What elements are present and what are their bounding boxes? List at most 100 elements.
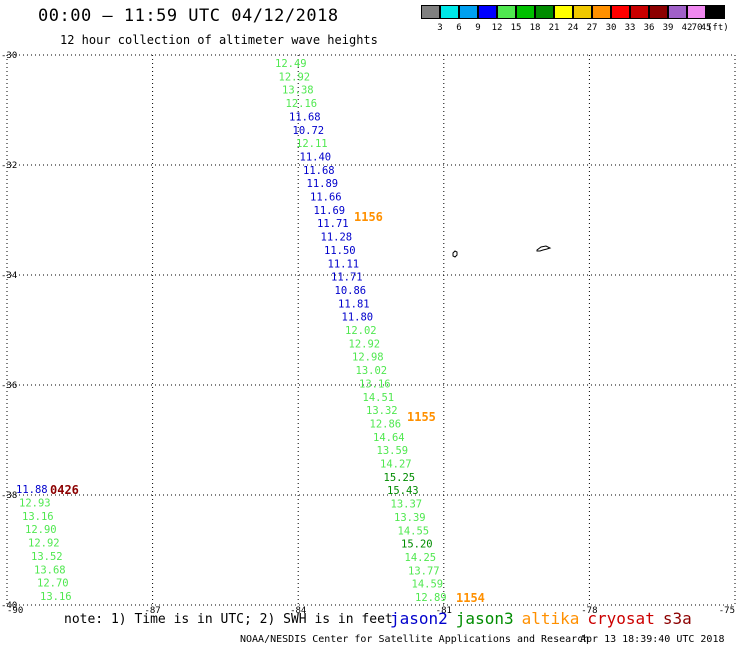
wave-height-value: 14.59: [412, 579, 444, 591]
altimeter-track-main: 12.4912.9213.3812.1611.6810.7212.1111.40…: [275, 58, 447, 604]
wave-height-value: 15.20: [401, 539, 433, 551]
wave-height-value: 12.92: [279, 71, 311, 83]
wave-height-value: 13.16: [22, 511, 54, 523]
wave-height-value: 14.25: [405, 552, 437, 564]
latitude-label: -40: [1, 601, 17, 611]
wave-height-value: 11.88: [16, 484, 48, 496]
wave-height-value: 12.02: [345, 325, 377, 337]
color-scale-label: 18: [529, 23, 541, 33]
wave-height-value: 12.86: [370, 418, 402, 430]
color-swatch: [421, 5, 440, 19]
wave-height-value: 11.71: [317, 218, 349, 230]
color-scale-label: 27: [586, 23, 598, 33]
wave-height-value: 12.89: [415, 592, 447, 604]
color-swatch: [687, 5, 706, 19]
wave-height-value: 11.40: [300, 151, 332, 163]
wave-height-value: 12.70: [37, 578, 69, 590]
color-swatch: [611, 5, 630, 19]
color-scale-label: 21: [548, 23, 560, 33]
color-scale-label: 30: [605, 23, 617, 33]
pass-time-label: 1154: [456, 591, 485, 605]
wave-height-value: 13.38: [282, 85, 314, 97]
color-swatch: [478, 5, 497, 19]
wave-height-value: 11.81: [338, 298, 370, 310]
color-scale-label: 3: [437, 23, 443, 33]
legend-item-altika: altika: [521, 609, 580, 628]
color-swatch: [535, 5, 554, 19]
island-outline-large: [536, 245, 552, 252]
wave-height-value: 14.55: [398, 525, 430, 537]
wave-height-value: 12.11: [296, 138, 328, 150]
wave-height-value: 12.90: [25, 524, 57, 536]
color-scale-label: 39: [662, 23, 674, 33]
wave-height-value: 11.68: [303, 165, 335, 177]
wave-height-value: 14.64: [373, 432, 405, 444]
wave-height-value: 12.16: [286, 98, 318, 110]
latitude-label: -38: [1, 491, 17, 501]
latitude-label: -34: [1, 271, 17, 281]
wave-height-value: 15.25: [384, 472, 416, 484]
wave-height-value: 12.92: [349, 338, 381, 350]
color-swatch: [516, 5, 535, 19]
wave-height-value: 13.59: [377, 445, 409, 457]
color-scale-label: 42: [681, 23, 693, 33]
color-swatch: [440, 5, 459, 19]
wave-height-value: 11.69: [314, 205, 346, 217]
wave-height-value: 13.16: [359, 378, 391, 390]
latitude-label: -32: [1, 161, 17, 171]
color-swatch: [554, 5, 573, 19]
color-scale-label: 33: [624, 23, 636, 33]
island-outline-small: [452, 250, 458, 258]
wave-height-value: 13.02: [356, 365, 388, 377]
footer-note: note: 1) Time is in UTC; 2) SWH is in fe…: [64, 612, 393, 627]
wave-height-value: 11.89: [307, 178, 339, 190]
wave-height-value: 11.50: [324, 245, 356, 257]
legend-item-cryosat: cryosat: [587, 609, 655, 628]
wave-height-value: 14.51: [363, 392, 395, 404]
map-grid: [6, 54, 736, 606]
wave-height-value: 13.77: [408, 565, 440, 577]
pass-time-label: 1155: [407, 410, 436, 424]
wave-height-value: 13.32: [366, 405, 398, 417]
wave-height-value: 11.66: [310, 192, 342, 204]
wave-height-value: 11.71: [331, 272, 363, 284]
longitude-label: -81: [436, 606, 452, 616]
color-scale-label: 12: [491, 23, 503, 33]
wave-height-value: 11.68: [289, 111, 321, 123]
wave-height-value: 13.37: [391, 499, 423, 511]
wave-height-value: 11.11: [328, 258, 360, 270]
longitude-label: -75: [719, 606, 735, 616]
wave-height-value: 11.28: [321, 232, 353, 244]
credit-line: NOAA/NESDIS Center for Satellite Applica…: [240, 634, 590, 645]
longitude-label: -90: [7, 606, 23, 616]
color-swatch: [573, 5, 592, 19]
pass-time-label: 1156: [354, 210, 383, 224]
color-scale-label: 36: [643, 23, 655, 33]
color-scale-label: 9: [475, 23, 481, 33]
color-swatch: [706, 5, 725, 19]
color-swatch: [649, 5, 668, 19]
wave-height-value: 10.86: [335, 285, 367, 297]
wave-height-value: 13.68: [34, 564, 66, 576]
color-scale-label: 15: [510, 23, 522, 33]
wave-height-value: 12.49: [275, 58, 307, 70]
color-swatch: [497, 5, 516, 19]
color-scale-label: 70: [691, 23, 703, 33]
latitude-label: -36: [1, 381, 17, 391]
legend-item-jason3: jason3: [455, 609, 514, 628]
color-swatch: [668, 5, 687, 19]
color-swatch: [630, 5, 649, 19]
wave-height-value: 12.98: [352, 352, 384, 364]
wave-height-value: 13.16: [40, 591, 72, 603]
latitude-labels: -30 -32 -34 -36 -38 -40: [1, 51, 17, 611]
color-scale-label: 45: [700, 23, 712, 33]
wave-height-value: 11.80: [342, 312, 374, 324]
wave-height-value: 14.27: [380, 459, 412, 471]
altimeter-track-left: 11.8812.9313.1612.9012.9213.5213.6812.70…: [16, 484, 72, 603]
page-subtitle: 12 hour collection of altimeter wave hei…: [60, 33, 378, 47]
latitude-label: -30: [1, 51, 17, 61]
color-scale-label: (ft): [707, 23, 729, 33]
longitude-label: -78: [581, 606, 597, 616]
color-swatch: [592, 5, 611, 19]
